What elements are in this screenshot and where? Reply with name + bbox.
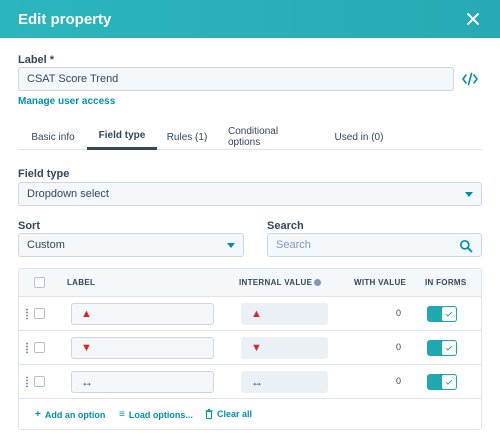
table-header: LABEL INTERNAL VALUE WITH VALUE IN FORMS — [19, 269, 481, 297]
select-all-checkbox[interactable] — [34, 277, 45, 288]
load-options-button[interactable]: ≡ Load options... — [119, 409, 193, 420]
close-icon[interactable] — [464, 10, 482, 28]
column-header-internal-value: INTERNAL VALUE — [239, 278, 322, 287]
toggle-knob — [442, 307, 456, 321]
option-label-input[interactable]: ▼ — [71, 337, 214, 359]
drag-handle-icon[interactable] — [25, 376, 29, 388]
option-internal-value[interactable]: ▲ — [241, 303, 328, 325]
left-right-arrow-icon: ↔ — [251, 375, 263, 389]
table-row: ↔ ↔ 0 — [19, 365, 481, 399]
option-label-input[interactable]: ▲ — [71, 303, 214, 325]
field-type-value: Dropdown select — [27, 188, 109, 200]
chevron-down-icon — [465, 192, 473, 197]
tab-conditional-options[interactable]: Conditional options — [228, 126, 279, 148]
load-options-label: Load options... — [128, 409, 193, 420]
in-forms-toggle[interactable] — [427, 374, 457, 390]
dialog-title: Edit property — [18, 10, 112, 28]
tab-bar: Basic info Field type Rules (1) Conditio… — [18, 124, 482, 150]
add-option-label: Add an option — [44, 409, 106, 420]
triangle-down-icon: ▼ — [251, 342, 262, 354]
sort-label: Sort — [18, 220, 40, 232]
table-row: ▼ ▼ 0 — [19, 331, 481, 365]
toggle-knob — [442, 341, 456, 355]
row-checkbox[interactable] — [34, 376, 45, 387]
with-value-count: 0 — [395, 342, 401, 352]
search-label: Search — [267, 220, 304, 232]
column-header-internal-value-text: INTERNAL VALUE — [239, 278, 313, 287]
column-header-in-forms: IN FORMS — [425, 278, 467, 287]
column-header-with-value: WITH VALUE — [354, 278, 407, 287]
label-field-label: Label * — [18, 54, 55, 66]
search-input[interactable]: Search — [267, 233, 482, 257]
search-placeholder: Search — [276, 239, 311, 251]
row-checkbox[interactable] — [34, 308, 45, 319]
field-type-label: Field type — [18, 168, 70, 180]
dialog-header: Edit property — [0, 0, 500, 38]
plus-icon: + — [35, 409, 41, 420]
tab-field-type[interactable]: Field type — [87, 124, 157, 150]
info-icon[interactable] — [314, 279, 322, 287]
add-option-button[interactable]: + Add an option — [35, 409, 105, 420]
triangle-up-icon: ▲ — [81, 308, 92, 320]
with-value-count: 0 — [395, 308, 401, 318]
clear-all-button[interactable]: Clear all — [205, 409, 252, 419]
left-right-arrow-icon: ↔ — [81, 375, 93, 389]
tab-basic-info[interactable]: Basic info — [31, 131, 75, 143]
search-icon[interactable] — [459, 239, 473, 253]
clear-all-label: Clear all — [217, 409, 253, 419]
in-forms-toggle[interactable] — [427, 340, 457, 356]
code-icon[interactable] — [462, 72, 478, 86]
triangle-up-icon: ▲ — [251, 308, 262, 320]
in-forms-toggle[interactable] — [427, 306, 457, 322]
trash-icon — [205, 409, 213, 419]
option-internal-value[interactable]: ↔ — [241, 371, 328, 393]
list-icon: ≡ — [119, 409, 125, 420]
triangle-down-icon: ▼ — [81, 342, 92, 354]
with-value-count: 0 — [395, 376, 401, 386]
sort-select[interactable]: Custom — [18, 233, 244, 257]
drag-handle-icon[interactable] — [25, 308, 29, 320]
table-footer-actions: + Add an option ≡ Load options... Clear … — [19, 409, 481, 429]
checkmark-icon — [445, 378, 453, 385]
option-internal-value[interactable]: ▼ — [241, 337, 328, 359]
column-header-label: LABEL — [67, 278, 96, 287]
options-table: LABEL INTERNAL VALUE WITH VALUE IN FORMS… — [18, 268, 482, 430]
drag-handle-icon[interactable] — [25, 342, 29, 354]
table-row: ▲ ▲ 0 — [19, 297, 481, 331]
row-checkbox[interactable] — [34, 342, 45, 353]
manage-user-access-link[interactable]: Manage user access — [18, 96, 116, 107]
chevron-down-icon — [227, 243, 235, 248]
option-label-input[interactable]: ↔ — [71, 371, 214, 393]
checkmark-icon — [445, 310, 453, 317]
tab-rules[interactable]: Rules (1) — [166, 131, 208, 143]
checkmark-icon — [445, 344, 453, 351]
toggle-knob — [442, 375, 456, 389]
field-type-select[interactable]: Dropdown select — [18, 182, 482, 206]
tab-used-in[interactable]: Used in (0) — [334, 131, 384, 143]
sort-value: Custom — [27, 239, 65, 251]
label-input[interactable]: CSAT Score Trend — [18, 67, 454, 91]
